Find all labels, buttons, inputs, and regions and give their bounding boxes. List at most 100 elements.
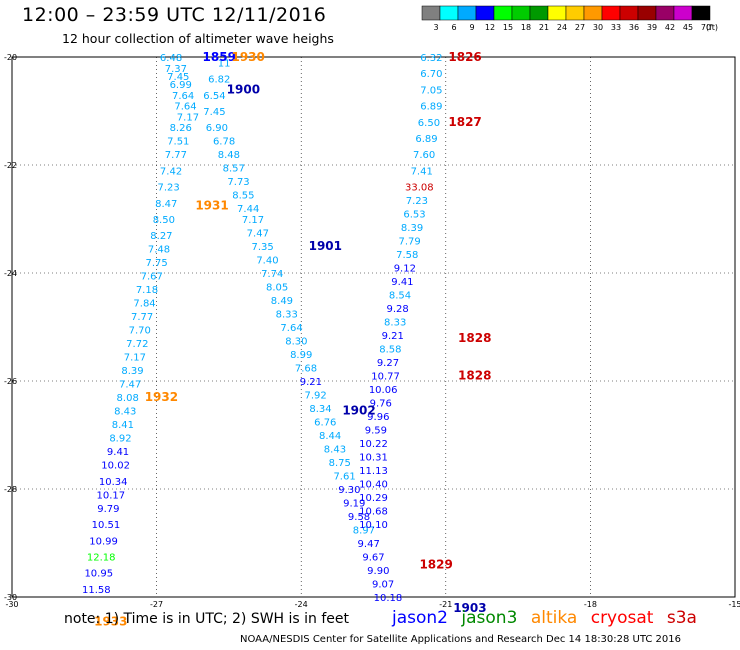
footer-credit: NOAA/NESDIS Center for Satellite Applica…: [240, 634, 682, 645]
color-scale-label: 45: [683, 23, 693, 32]
pass-time-label: 1902: [342, 404, 375, 418]
wave-height-label: 10.22: [359, 439, 388, 450]
color-scale-label: 27: [575, 23, 585, 32]
pass-time-label: 1829: [419, 558, 452, 572]
wave-height-label: 9.59: [365, 426, 387, 437]
wave-height-label: 9.30: [338, 485, 360, 496]
color-scale-swatch: [493, 5, 513, 21]
wave-height-label: 9.79: [97, 504, 119, 515]
wave-height-label: 9.41: [107, 447, 129, 458]
wave-height-label: 8.43: [324, 445, 346, 456]
y-tick-label: -30: [4, 593, 17, 602]
wave-height-label: 8.39: [401, 223, 423, 234]
pass-time-label: 1903: [453, 601, 486, 615]
color-scale-swatch: [655, 5, 675, 21]
wave-height-label: 7.37: [165, 64, 187, 75]
wave-height-label: 7.41: [411, 166, 433, 177]
wave-height-label: 8.33: [276, 310, 298, 321]
wave-height-label: 7.40: [256, 256, 278, 267]
wave-height-label: 8.27: [150, 231, 172, 242]
wave-height-label: 8.57: [223, 164, 245, 175]
wave-height-label: 9.96: [367, 412, 389, 423]
color-scale-label: 12: [485, 23, 495, 32]
wave-height-label: 7.60: [413, 150, 435, 161]
wave-height-label: 10.77: [371, 372, 400, 383]
color-scale-swatch: [565, 5, 585, 21]
y-tick-label: -26: [4, 377, 17, 386]
color-scale-label: 21: [539, 23, 549, 32]
pass-time-label: 1901: [309, 239, 342, 253]
wave-height-label: 7.79: [399, 237, 421, 248]
wave-height-label: 8.75: [329, 458, 351, 469]
wave-height-label: 7.45: [203, 107, 225, 118]
wave-height-label: 6.54: [203, 91, 225, 102]
pass-time-label: 1826: [448, 50, 481, 64]
note-text: note: 1) Time is in UTC; 2) SWH is in fe…: [64, 611, 350, 627]
satellite-legend: jason2 jason3 altika cryosat s3a: [392, 608, 705, 628]
wave-height-label: 8.99: [290, 350, 312, 361]
wave-height-label: 11.58: [82, 585, 111, 596]
wave-height-label: 7.17: [242, 215, 264, 226]
wave-height-label: 8.92: [109, 434, 131, 445]
wave-height-label: 7.47: [247, 229, 269, 240]
pass-time-label: 1859: [203, 50, 236, 64]
color-scale-swatch: [547, 5, 567, 21]
wave-height-label: 7.51: [167, 137, 189, 148]
wave-height-label: 7.44: [237, 204, 259, 215]
wave-height-label: 7.61: [333, 472, 355, 483]
color-scale-label: 18: [521, 23, 531, 32]
wave-height-label: 10.17: [96, 490, 125, 501]
legend-jason2: jason2: [392, 608, 448, 628]
wave-height-label: 9.47: [358, 539, 380, 550]
wave-height-label: 8.05: [266, 283, 288, 294]
wave-height-label: 8.33: [384, 318, 406, 329]
color-scale-swatch: [601, 5, 621, 21]
wave-height-label: 7.23: [406, 196, 428, 207]
wave-height-label: 8.58: [379, 345, 401, 356]
wave-height-label: 6.76: [314, 418, 336, 429]
color-scale-label: 33: [611, 23, 621, 32]
color-scale-swatch: [673, 5, 693, 21]
wave-height-label: 6.82: [208, 75, 230, 86]
wave-height-label: 12.18: [87, 553, 116, 564]
wave-height-label: 7.18: [136, 285, 158, 296]
wave-height-label: 9.27: [377, 358, 399, 369]
wave-height-label: 6.50: [418, 118, 440, 129]
wave-height-label: 10.68: [359, 507, 388, 518]
color-scale-label: 30: [593, 23, 603, 32]
wave-height-label: 33.08: [405, 183, 434, 194]
wave-height-label: 9.90: [367, 566, 389, 577]
wave-height-label: 7.84: [133, 299, 155, 310]
wave-height-label: 7.74: [261, 269, 283, 280]
x-tick-label: -30: [5, 600, 18, 609]
color-scale-label: 36: [629, 23, 639, 32]
wave-height-label: 6.99: [170, 80, 192, 91]
y-tick-label: -20: [4, 53, 17, 62]
color-scale-label: 39: [647, 23, 657, 32]
wave-height-label: 7.64: [172, 91, 194, 102]
x-tick-label: -27: [150, 600, 163, 609]
wave-height-points: 6.487.377.456.997.647.647.178.267.517.77…: [82, 53, 442, 604]
wave-height-label: 7.35: [252, 242, 274, 253]
wave-height-label: 6.53: [403, 210, 425, 221]
pass-time-label: 1932: [145, 390, 178, 404]
wave-height-label: 10.95: [84, 569, 113, 580]
wave-height-label: 7.77: [131, 312, 153, 323]
color-scale-swatch: [457, 5, 477, 21]
wave-height-label: 9.76: [370, 399, 392, 410]
y-tick-label: -24: [4, 269, 17, 278]
wave-height-label: 8.08: [117, 393, 139, 404]
wave-height-label: 6.78: [213, 137, 235, 148]
legend-jason3: jason3: [461, 608, 518, 628]
color-scale-swatch: [439, 5, 459, 21]
pass-time-label: 1931: [195, 199, 228, 213]
color-scale-legend: 3 6 9 12 15 18 21 24 27 30 33 36 39 42 45 70(ft): [421, 5, 718, 32]
color-scale-label: 15: [503, 23, 513, 32]
x-tick-label: -24: [295, 600, 308, 609]
wave-height-label: 9.21: [300, 377, 322, 388]
wave-height-label: 8.30: [285, 337, 307, 348]
wave-height-label: 7.75: [145, 258, 167, 269]
pass-time-label: 1930: [231, 50, 264, 64]
wave-height-label: 9.28: [386, 304, 408, 315]
